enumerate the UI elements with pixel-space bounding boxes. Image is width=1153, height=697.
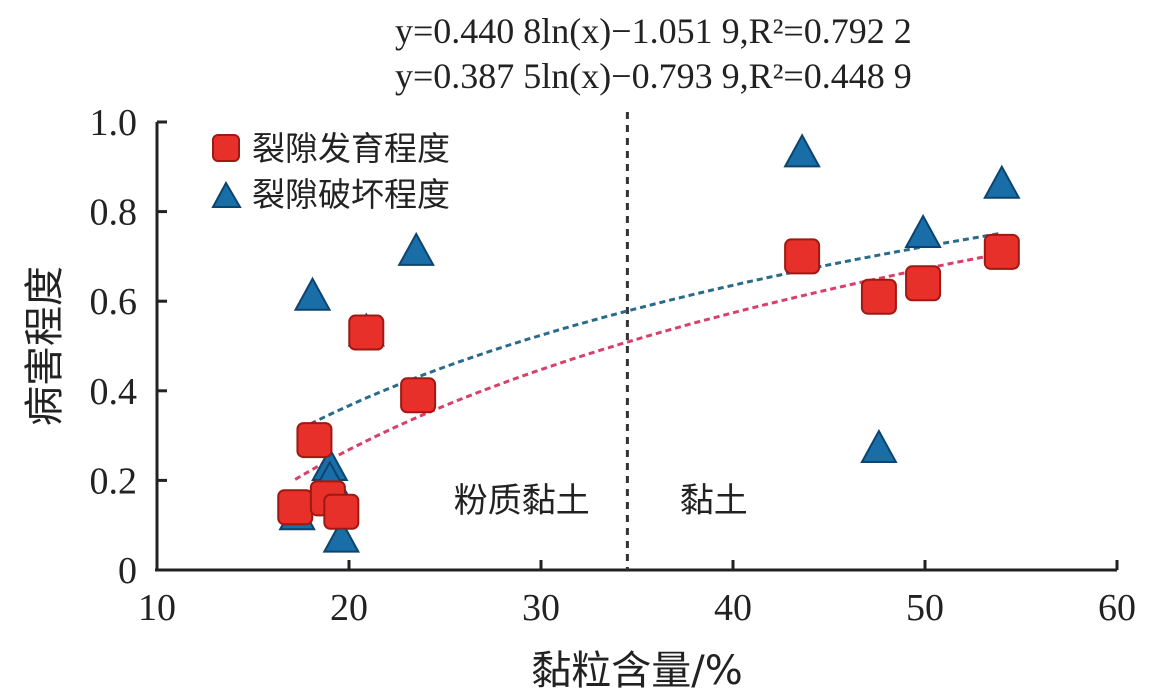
point-square [323,493,360,530]
region-label: 粉质黏土 [454,481,590,521]
trend-line [309,231,1003,426]
point-triangle [397,231,435,266]
point-triangle [983,164,1021,199]
y-axis-title: 病害程度 [22,266,68,426]
point-square [905,265,942,302]
point-square [348,314,385,351]
trend-lines [294,231,1003,481]
region-labels: 粉质黏土 黏土 [454,481,748,521]
legend-marker-triangle [211,180,242,208]
y-tick-label: 0.2 [90,460,138,502]
legend-label-series-1: 裂隙发育程度 [252,129,450,168]
x-tick-label: 10 [138,587,176,629]
x-tick-label: 60 [1098,587,1136,629]
equation-1: y=0.440 8ln(x)−1.051 9,R²=0.792 2 [395,11,912,51]
point-triangle [293,276,332,311]
y-tick-label: 0 [118,550,137,592]
point-square [983,233,1020,270]
x-tick-label: 20 [330,587,368,629]
legend: 裂隙发育程度 裂隙破坏程度 [211,129,450,214]
point-square [277,489,314,526]
legend-marker-square [212,134,240,162]
x-tick-label: 40 [714,587,752,629]
point-square [784,238,821,275]
trend-line [294,252,1003,481]
y-tick-label: 1.0 [90,102,138,144]
y-ticks: 0 0.2 0.4 0.6 0.8 1.0 [90,102,167,592]
point-square [296,422,333,459]
point-triangle [860,428,898,464]
region-label: 黏土 [680,481,748,521]
point-square [860,278,897,315]
equation-2: y=0.387 5ln(x)−0.793 9,R²=0.448 9 [395,56,912,96]
y-tick-label: 0.8 [90,192,138,234]
x-ticks: 10 20 30 40 50 60 [138,560,1136,629]
data-points [277,133,1021,553]
y-tick-label: 0.4 [90,371,138,413]
legend-label-series-2: 裂隙破坏程度 [252,175,450,214]
point-square [400,377,437,414]
x-tick-label: 50 [906,587,944,629]
y-tick-label: 0.6 [90,281,138,323]
point-triangle [904,213,942,248]
point-triangle [783,133,821,168]
x-tick-label: 30 [522,587,560,629]
point-triangle [322,518,361,553]
x-axis-title: 黏粒含量/% [531,648,742,694]
